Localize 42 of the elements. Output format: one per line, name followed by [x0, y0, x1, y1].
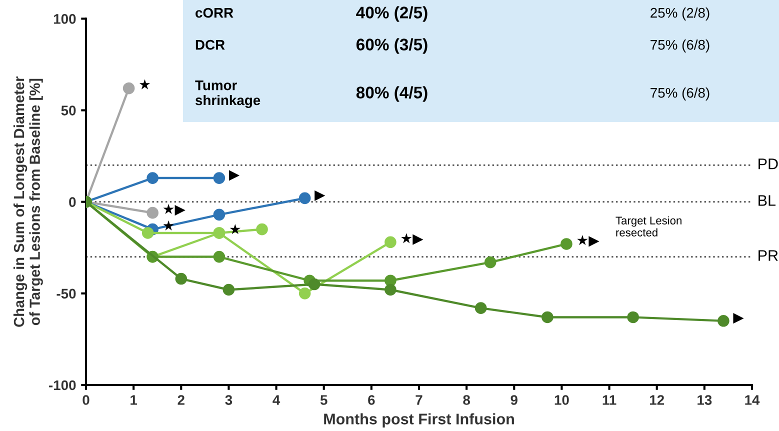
- annotation: 75% (6/8): [650, 40, 710, 52]
- x-tick-label: 13: [698, 395, 712, 405]
- ref-line-label: PD: [758, 158, 778, 170]
- annotation: ▶: [733, 313, 744, 324]
- y-axis-title: Change in Sum of Longest Diameter of Target Lesions from Baseline [%]: [13, 76, 43, 327]
- y-tick-label: 100: [54, 14, 76, 24]
- x-tick-label: 4: [272, 395, 280, 405]
- x-tick-label: 14: [745, 395, 760, 405]
- x-tick-label: 12: [650, 395, 664, 405]
- annotation: ★: [139, 79, 150, 90]
- x-tick-label: 0: [82, 395, 90, 405]
- annotation: 25% (2/8): [650, 8, 710, 20]
- x-tick-label: 10: [554, 395, 569, 405]
- annotation: ★▶: [401, 233, 424, 245]
- x-tick-label: 2: [178, 395, 184, 405]
- annotation: ★▶: [163, 204, 186, 216]
- ref-line-label: PR: [758, 250, 778, 261]
- annotation: 60% (3/5): [356, 38, 428, 54]
- x-tick-label: 11: [602, 395, 616, 405]
- annotation: Target Lesion resected: [616, 216, 682, 236]
- y-tick-label: 50: [61, 106, 76, 116]
- y-tick-label: -100: [49, 380, 76, 390]
- annotation: 40% (2/5): [356, 6, 428, 22]
- text: cORR: [196, 8, 234, 18]
- annotation: ▶: [228, 170, 240, 181]
- annotation: 75% (6/8): [650, 88, 710, 100]
- annotation: ★▶: [577, 234, 600, 247]
- annotation: Tumor shrinkage: [195, 80, 260, 108]
- x-tick-label: 7: [416, 395, 422, 405]
- x-tick-label: 1: [130, 395, 138, 405]
- annotation: ▶: [314, 190, 326, 201]
- x-tick-label: 6: [368, 395, 375, 405]
- x-tick-label: 9: [510, 395, 518, 405]
- x-axis-title: Months post First Infusion: [324, 413, 514, 428]
- x-tick-label: 5: [320, 395, 328, 405]
- ref-line-label: BL: [758, 195, 776, 206]
- x-tick-label: 3: [225, 395, 232, 405]
- x-tick-label: 8: [463, 395, 470, 405]
- annotation: 80% (4/5): [356, 86, 428, 102]
- y-tick-label: -50: [56, 288, 76, 299]
- y-tick-label: 0: [69, 197, 76, 208]
- annotation: DCR: [196, 40, 225, 50]
